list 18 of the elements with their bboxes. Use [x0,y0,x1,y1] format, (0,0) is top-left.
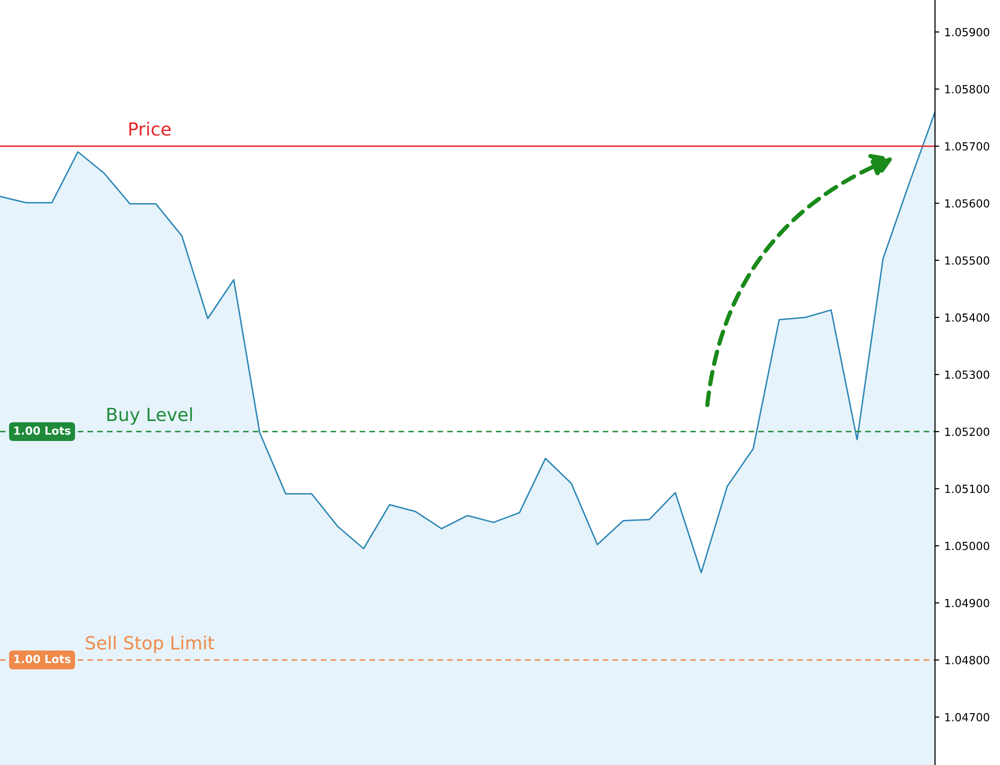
ref-line-label: Price [129,122,171,136]
ref-line-label: Buy Level [107,407,192,425]
y-tick-label: 1.05000 [945,542,990,550]
y-tick-label: 1.05100 [945,484,990,494]
annotation: 1.00 Lots [14,654,71,664]
y-tick-label: 1.05300 [945,370,990,379]
y-tick-label: 1.05200 [945,428,990,436]
y-tick-label: 1.05900 [945,28,990,36]
ref-line-label: Sell Stop Limit [86,636,214,654]
y-tick-label: 1.04900 [945,598,990,608]
y-tick-label: 1.05600 [945,199,990,208]
y-tick-label: 1.04800 [945,656,990,664]
y-tick-label: 1.05500 [945,256,990,265]
y-tick-label: 1.05800 [945,85,990,94]
y-tick-label: 1.05700 [945,142,990,151]
annotation: 1.00 Lots [14,426,71,435]
y-tick-label: 1.05400 [945,313,990,322]
y-tick-label: 1.04700 [945,713,990,722]
